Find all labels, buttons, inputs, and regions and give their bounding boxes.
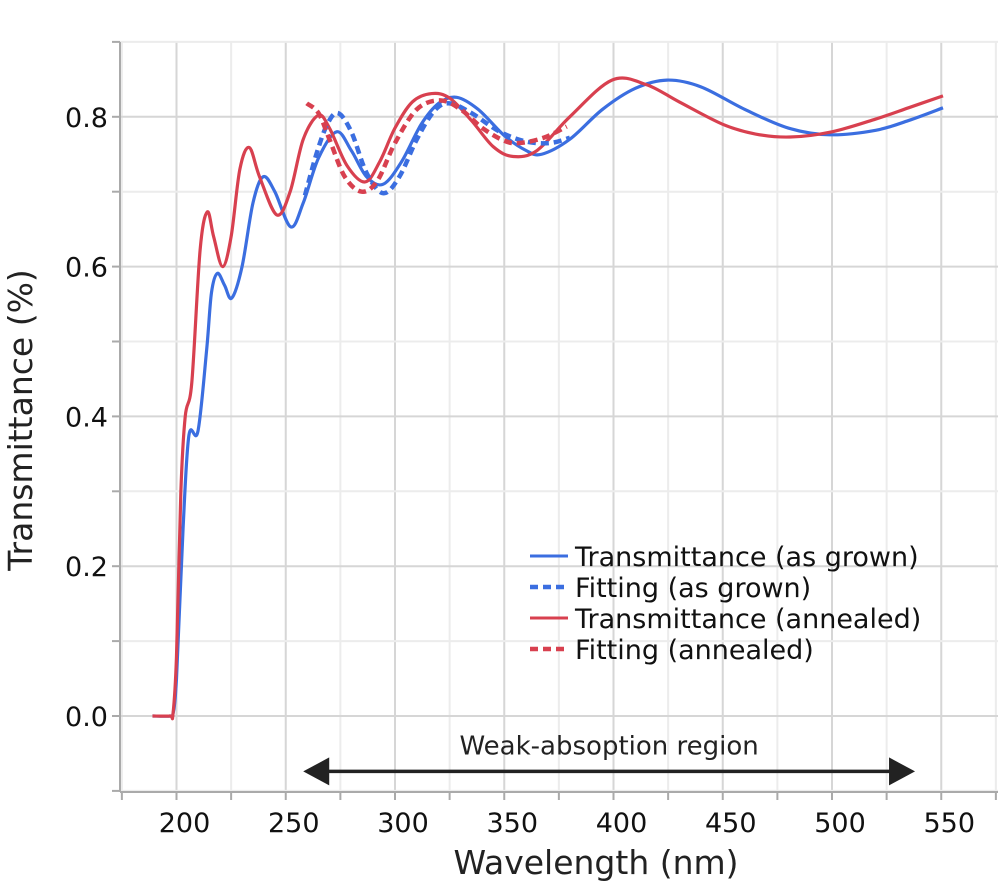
x-tick-label: 300	[377, 808, 429, 839]
x-tick-label: 250	[268, 808, 320, 839]
series-group	[152, 76, 944, 721]
legend-label: Transmittance (as grown)	[574, 542, 919, 573]
legend-label: Fitting (annealed)	[575, 635, 814, 666]
x-tick-label: 550	[923, 808, 975, 839]
arrowhead-left-icon	[303, 757, 330, 786]
series-line-transmittance-as-grown	[152, 78, 944, 719]
y-tick-label: 0.8	[65, 103, 108, 134]
y-tick-label: 0.6	[65, 253, 108, 284]
y-tick-label: 0.4	[65, 402, 108, 433]
series-line-fitting-as-grown	[302, 101, 571, 197]
x-tick-label: 200	[159, 808, 211, 839]
y-axis-label: Transmittance (%)	[1, 269, 40, 572]
x-tick-label: 350	[486, 808, 538, 839]
x-tick-label: 450	[705, 808, 757, 839]
arrowhead-right-icon	[889, 757, 916, 786]
annotation-group: Weak-absoption region	[303, 731, 916, 786]
legend-label: Transmittance (annealed)	[574, 604, 921, 635]
x-tick-label: 400	[596, 808, 648, 839]
y-tick-label: 0.0	[65, 702, 108, 733]
axes	[112, 40, 998, 800]
y-tick-label: 0.2	[65, 552, 108, 583]
x-axis-label: Wavelength (nm)	[453, 843, 738, 882]
series-line-transmittance-annealed	[152, 76, 944, 721]
annotation-label: Weak-absoption region	[460, 731, 759, 761]
legend: Transmittance (as grown)Fitting (as grow…	[530, 542, 921, 666]
series-line-fitting-annealed	[305, 98, 568, 194]
grid	[120, 40, 998, 792]
tick-labels: 200 250 300 350 400 450 500 550 0.0 0.2 0.4 0.6 0.8	[65, 103, 975, 839]
x-tick-label: 500	[814, 808, 866, 839]
legend-label: Fitting (as grown)	[575, 573, 811, 604]
